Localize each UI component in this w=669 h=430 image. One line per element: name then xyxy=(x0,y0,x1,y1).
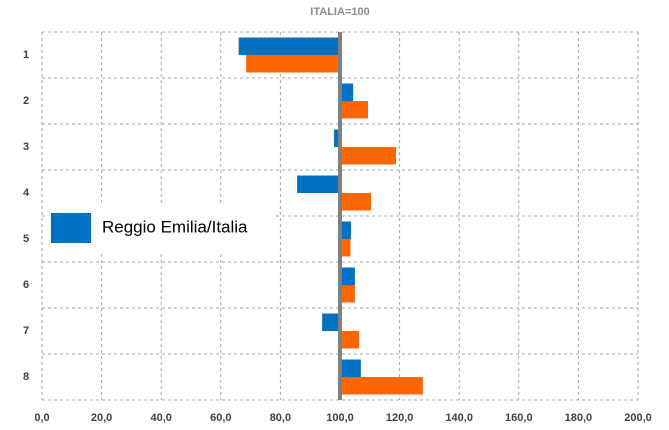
y-tick-label: 2 xyxy=(23,95,29,107)
bar xyxy=(322,313,340,331)
bar xyxy=(238,37,340,55)
bar xyxy=(340,285,355,303)
bar xyxy=(340,331,360,349)
x-tick-label: 80,0 xyxy=(270,412,291,424)
bar xyxy=(334,129,340,147)
legend-label: Reggio Emilia/Italia xyxy=(102,217,248,236)
y-tick-label: 1 xyxy=(23,49,29,61)
y-tick-label: 8 xyxy=(23,371,29,383)
x-tick-label: 120,0 xyxy=(386,412,414,424)
bar xyxy=(340,147,397,165)
bar xyxy=(340,101,369,119)
x-tick-label: 180,0 xyxy=(565,412,593,424)
x-tick-label: 40,0 xyxy=(150,412,171,424)
bar xyxy=(340,267,355,285)
x-tick-label: 100,0 xyxy=(326,412,354,424)
bar xyxy=(340,239,351,257)
bar xyxy=(340,193,371,211)
bar xyxy=(297,175,340,193)
y-tick-label: 7 xyxy=(23,325,29,337)
chart-title: ITALIA=100 xyxy=(310,6,369,18)
legend-swatch xyxy=(51,213,91,243)
y-tick-label: 3 xyxy=(23,141,29,153)
x-tick-label: 20,0 xyxy=(91,412,112,424)
y-tick-label: 5 xyxy=(23,233,29,245)
x-tick-label: 0,0 xyxy=(34,412,49,424)
bar xyxy=(340,359,361,377)
x-tick-label: 140,0 xyxy=(445,412,473,424)
bar xyxy=(340,221,352,239)
bar xyxy=(246,55,340,73)
y-tick-label: 4 xyxy=(23,187,30,199)
bar xyxy=(340,83,354,101)
x-tick-label: 60,0 xyxy=(210,412,231,424)
bar xyxy=(340,377,423,395)
x-tick-label: 200,0 xyxy=(624,412,652,424)
y-tick-label: 6 xyxy=(23,279,29,291)
x-tick-label: 160,0 xyxy=(505,412,533,424)
